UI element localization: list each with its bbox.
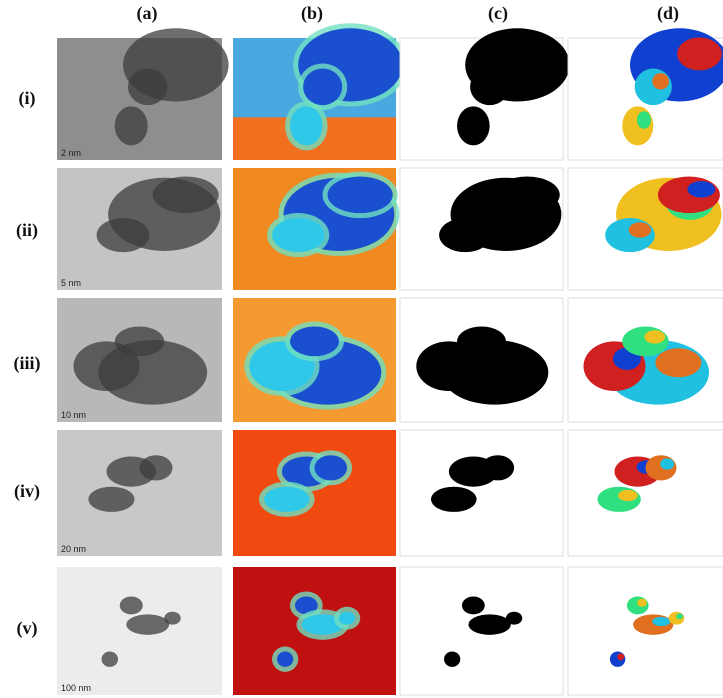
- particle: [439, 218, 491, 252]
- scale-bar-label: 100 nm: [61, 683, 91, 693]
- row-label: (iv): [14, 481, 40, 502]
- panel-image: [400, 28, 570, 160]
- particle-segment: [652, 617, 670, 626]
- particle-segment: [644, 330, 665, 343]
- particle: [495, 177, 560, 214]
- particle: [315, 455, 348, 480]
- panel-image: [568, 430, 723, 556]
- panel-background: [57, 430, 222, 556]
- particle-segment: [660, 458, 674, 469]
- panel-image: [400, 430, 563, 556]
- particle-segment: [637, 111, 651, 129]
- particle-segment: [655, 348, 701, 377]
- particle-segment: [687, 181, 715, 197]
- panel-image: [233, 430, 396, 556]
- particle: [290, 106, 323, 145]
- panel-image: [400, 298, 563, 422]
- panel-image: [57, 28, 229, 160]
- panel-image: [57, 567, 222, 695]
- particle: [339, 612, 355, 625]
- particle: [431, 487, 477, 512]
- particle: [482, 455, 515, 480]
- particle-segment: [617, 653, 624, 660]
- column-label: (d): [657, 3, 679, 24]
- scale-bar-label: 10 nm: [61, 410, 86, 420]
- panel-image: [57, 430, 222, 556]
- particle: [470, 69, 509, 106]
- column-label: (c): [488, 3, 508, 24]
- particle: [120, 596, 143, 614]
- particle: [462, 596, 485, 614]
- panel-image: [568, 567, 723, 695]
- row-label: (iii): [14, 353, 41, 374]
- row-label: (i): [19, 88, 36, 109]
- particle: [290, 327, 339, 357]
- figure: (a) (b) (c) (d) (i) (ii) (iii) (iv) (v) 2 nm 5 nm 1…: [0, 0, 723, 698]
- particle-segment: [629, 222, 651, 237]
- particle: [277, 651, 293, 666]
- particle: [128, 69, 168, 106]
- panel-image: [568, 168, 723, 290]
- panel-background: [233, 430, 396, 556]
- panel-image: [400, 567, 563, 695]
- panel-image: [400, 168, 563, 290]
- particle: [88, 487, 134, 512]
- particle: [444, 651, 460, 666]
- column-label: (a): [137, 3, 158, 24]
- particle-segment: [637, 599, 647, 607]
- particle: [506, 612, 522, 625]
- particle-segment: [652, 73, 669, 89]
- panel-image: [57, 298, 222, 422]
- panel-image: [233, 23, 408, 160]
- scale-bar-label: 5 nm: [61, 278, 81, 288]
- particle-segment: [677, 37, 722, 70]
- particle: [102, 651, 119, 666]
- particle: [126, 614, 169, 634]
- row-label: (v): [17, 618, 38, 639]
- panel-image: [233, 567, 396, 695]
- row-label: (ii): [16, 220, 38, 241]
- particle: [272, 218, 324, 252]
- panel-image: [233, 298, 396, 422]
- scale-bar-label: 2 nm: [61, 148, 81, 158]
- panel-background: [568, 430, 723, 556]
- particle: [140, 455, 173, 480]
- particle: [164, 612, 181, 625]
- particle: [264, 487, 310, 512]
- particle: [115, 327, 165, 357]
- panel-image: [57, 168, 222, 290]
- particle: [328, 177, 393, 214]
- particle: [115, 106, 148, 145]
- scale-bar-label: 20 nm: [61, 544, 86, 554]
- panel-image: [568, 28, 723, 160]
- particle: [468, 614, 510, 634]
- particle: [97, 218, 150, 252]
- panel-image: [568, 298, 723, 422]
- particle: [153, 177, 219, 214]
- particle: [457, 327, 506, 357]
- particle-segment: [618, 490, 638, 501]
- panel-background: [400, 430, 563, 556]
- particle-segment: [676, 613, 683, 619]
- particle: [303, 69, 342, 106]
- panel-image: [233, 168, 399, 290]
- particle: [457, 106, 490, 145]
- column-label: (b): [301, 3, 323, 24]
